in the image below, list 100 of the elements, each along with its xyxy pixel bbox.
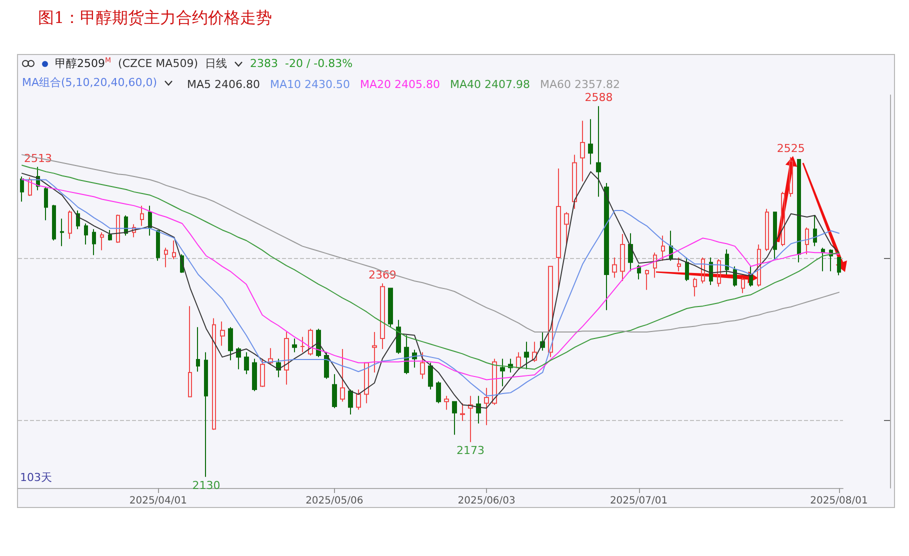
candlestick	[28, 176, 32, 196]
annotation: 2369	[368, 268, 396, 282]
candlestick	[76, 210, 80, 230]
legend-label: MA5 2406.80	[187, 78, 260, 91]
candlestick	[332, 374, 337, 409]
candlestick	[789, 156, 793, 198]
candlestick	[404, 334, 409, 375]
candlestick	[628, 232, 633, 272]
candlestick	[172, 240, 176, 260]
candlestick	[324, 352, 329, 380]
candlestick	[60, 218, 64, 247]
candlestick	[564, 212, 569, 246]
x-tick-label: 2025/06/03	[458, 496, 516, 506]
text: MA10 2430.50	[270, 78, 350, 91]
candlestick	[44, 186, 48, 221]
candlestick	[268, 348, 273, 365]
candlestick	[132, 224, 136, 238]
candlestick	[108, 229, 112, 241]
candlestick	[140, 205, 144, 226]
candlestick	[204, 352, 208, 478]
candlestick	[436, 380, 441, 404]
candlestick	[532, 341, 537, 362]
text: 甲醇2509$^{M}$	[55, 56, 112, 71]
candlestick	[677, 257, 681, 272]
candlestick	[52, 204, 56, 241]
candlestick	[781, 191, 785, 247]
candlestick	[556, 168, 561, 289]
candlestick	[444, 395, 449, 410]
candlestick	[20, 176, 24, 202]
candlestick	[661, 235, 665, 262]
candlestick	[701, 257, 705, 284]
candlestick	[356, 388, 361, 410]
candlestick	[116, 214, 120, 244]
candlestick	[228, 326, 233, 361]
text: MA20 2405.80	[360, 78, 440, 91]
candlestick	[188, 306, 192, 398]
candlestick	[580, 120, 585, 182]
candlestick	[236, 346, 241, 370]
chart-title: 图1：甲醇期货主力合约价格走势	[38, 8, 272, 29]
candlestick	[773, 212, 777, 260]
candlestick	[252, 358, 257, 392]
candlestick	[492, 358, 497, 406]
candlestick	[717, 258, 721, 288]
candlestick	[348, 388, 353, 416]
candlestick	[524, 341, 529, 370]
candlestick	[68, 210, 72, 240]
candlestick	[765, 208, 769, 252]
candlestick	[476, 395, 481, 424]
text: -20 / -0.83%	[285, 57, 353, 70]
candlestick	[260, 358, 265, 388]
annotation: 2173	[456, 444, 485, 458]
text: 2383	[250, 57, 278, 70]
candlestick	[452, 401, 457, 436]
candlestick	[428, 362, 433, 390]
candlestick	[468, 395, 473, 443]
candlestick	[100, 232, 104, 251]
candlestick	[340, 348, 345, 402]
annotation: 2588	[584, 91, 613, 104]
annotation: 103天	[20, 471, 52, 484]
candlestick	[308, 328, 313, 356]
candlestick	[733, 266, 737, 288]
candlestick	[484, 387, 489, 426]
candlestick	[685, 257, 689, 282]
candlestick	[837, 257, 841, 276]
candlestick	[148, 205, 152, 236]
candlestick	[292, 338, 297, 353]
candlestick	[316, 328, 321, 358]
candlestick	[612, 257, 617, 278]
candlestick	[364, 362, 369, 404]
candlestick	[797, 159, 801, 263]
candlestick	[84, 223, 88, 246]
candlestick	[156, 229, 160, 262]
candlestick	[284, 331, 289, 386]
candlestick	[212, 318, 216, 430]
candlestick	[596, 106, 601, 198]
candlestick	[813, 214, 817, 247]
candlestick	[388, 288, 393, 328]
candlestick	[749, 266, 753, 288]
x-tick-label: 2025/04/01	[129, 496, 187, 506]
candlestick	[420, 352, 425, 380]
annotation: 2130	[192, 478, 220, 492]
candlestick	[196, 326, 200, 372]
candlestick	[620, 234, 625, 282]
candlestick	[396, 319, 401, 354]
candlestick	[588, 118, 593, 165]
text: MA40 2407.98	[450, 78, 530, 91]
candlestick	[300, 336, 305, 353]
annotation: 2525	[776, 142, 805, 156]
text: 日线	[205, 56, 227, 71]
candlestick	[757, 244, 761, 288]
candlestick	[548, 266, 553, 358]
candlestick	[92, 228, 96, 256]
candlestick	[821, 247, 825, 272]
candlestick	[709, 257, 713, 286]
candlestick	[220, 320, 225, 346]
candlestick	[725, 248, 729, 275]
candlestick	[380, 282, 385, 350]
candlestick	[460, 402, 465, 422]
candlestick	[500, 358, 505, 387]
candlestick	[653, 252, 657, 278]
